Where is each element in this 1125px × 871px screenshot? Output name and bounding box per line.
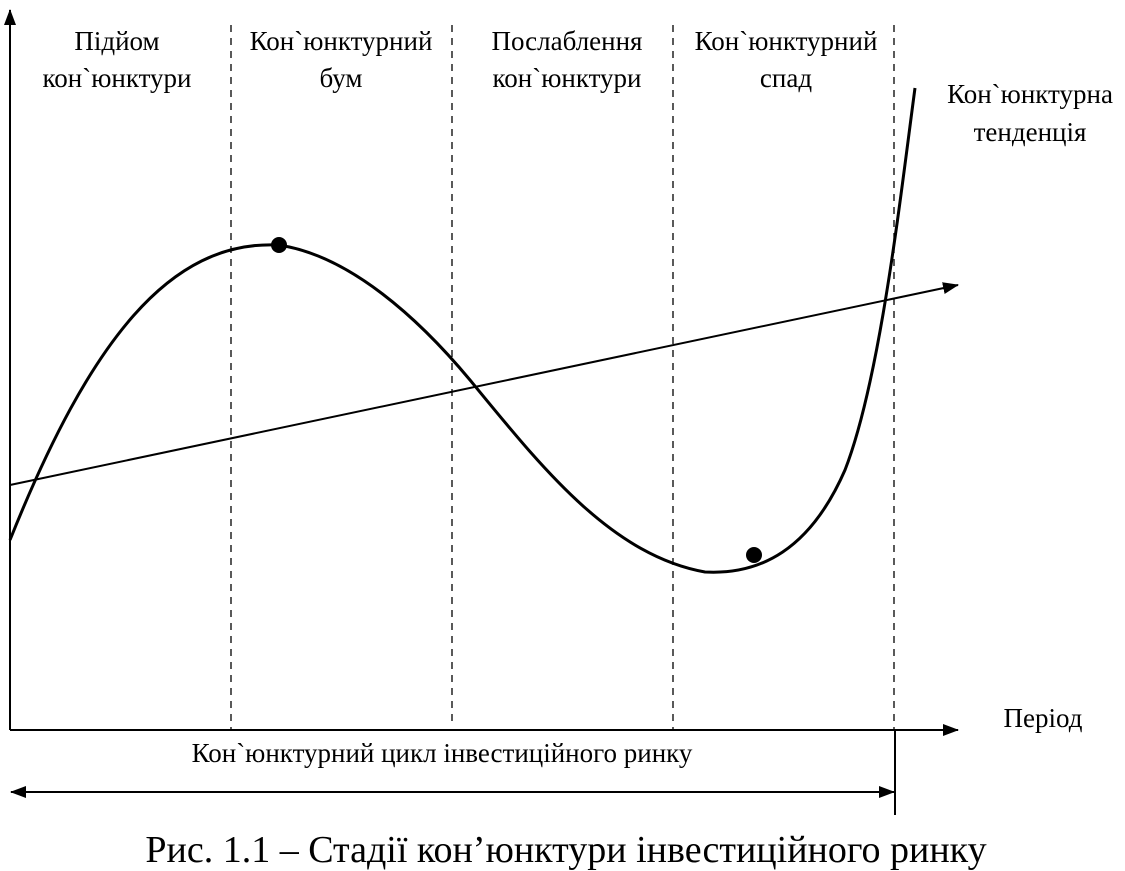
figure-caption: Рис. 1.1 – Стадії кон’юнктури інвестицій…	[145, 829, 986, 871]
cycle-curve	[8, 87, 917, 574]
phase-label-4-line1: Кон`юнктурний	[695, 26, 878, 56]
phase-label-1-line2: кон`юнктури	[43, 63, 192, 93]
phase-label-3-line2: кон`юнктури	[493, 63, 642, 93]
phase-label-1-line1: Підйом	[74, 26, 159, 56]
cycle-label: Кон`юнктурний цикл інвестиційного ринку	[192, 738, 693, 768]
trend-line	[9, 282, 959, 486]
x-axis-label: Період	[1004, 703, 1083, 733]
phase-label-2-line2: бум	[320, 63, 363, 93]
phase-label-4-line2: спад	[760, 63, 812, 93]
trend-label-line2: тенденція	[974, 117, 1087, 147]
phase-label-3-line1: Послаблення	[492, 26, 643, 56]
phase-label-2-line1: Кон`юнктурний	[250, 26, 433, 56]
trough-point	[746, 547, 762, 563]
trend-label-line1: Кон`юнктурна	[947, 79, 1113, 109]
peak-point	[271, 237, 287, 253]
